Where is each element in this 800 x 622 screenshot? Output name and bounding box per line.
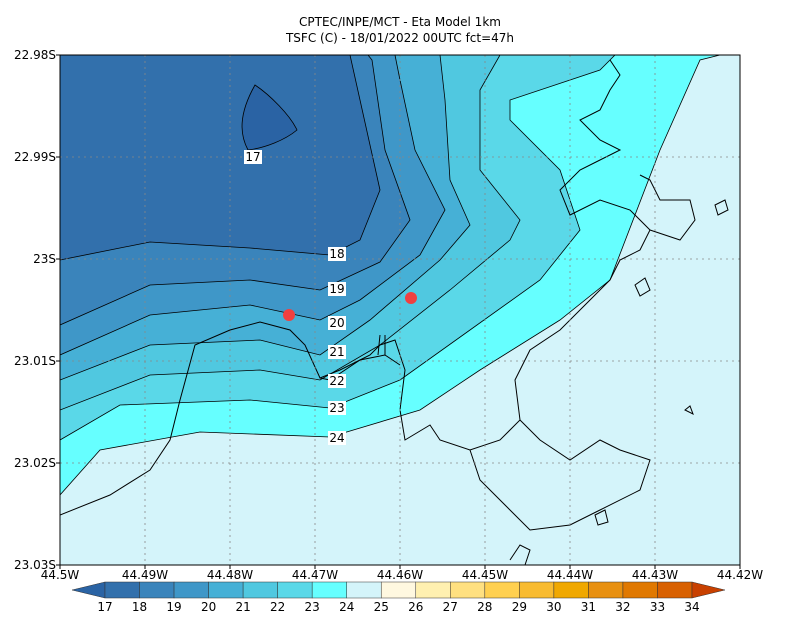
y-tick-label: 22.99S [14,150,56,164]
y-tick-label: 23.01S [14,354,56,368]
colorbar-label: 32 [615,600,630,614]
colorbar-box [242,581,278,599]
colorbar-label: 17 [97,600,112,614]
colorbar-box [208,581,244,599]
colorbar-label: 23 [305,600,320,614]
colorbar-box [277,581,313,599]
colorbar-label: 19 [166,600,181,614]
colorbar-box [622,581,658,599]
y-tick-label: 22.98S [14,48,56,62]
x-tick-label: 44.42W [717,568,763,582]
colorbar-label: 33 [650,600,665,614]
y-tick-label: 23.02S [14,456,56,470]
x-tick-label: 44.48W [207,568,253,582]
colorbar-box [380,581,417,599]
contour-label: 18 [329,247,344,261]
y-tick-label: 23.03S [14,558,56,572]
colorbar-label: 29 [512,600,527,614]
y-tick-label: 23S [33,252,56,266]
contour-label: 19 [329,282,344,296]
contour-label: 21 [329,345,344,359]
fill-17 [241,84,298,151]
x-tick-label: 44.46W [377,568,423,582]
x-tick-label: 44.49W [122,568,168,582]
contour-label-box [328,247,346,261]
station-marker [405,292,417,304]
contour-label-box [328,374,346,388]
contour-label: 22 [329,374,344,388]
colorbar-label: 21 [235,600,250,614]
colorbar-label: 25 [374,600,389,614]
colorbar-label: 30 [546,600,561,614]
x-tick-label: 44.43W [632,568,678,582]
colorbar-box [450,581,486,599]
grid [60,55,740,565]
colorbar-label: 26 [408,600,423,614]
coastline [60,59,729,565]
colorbar-box [553,581,589,599]
contour-label-box [328,345,346,359]
colorbar-box [173,581,209,599]
contour-label-box [328,431,346,445]
colorbar-box [484,581,520,599]
colorbar-label: 31 [581,600,596,614]
colorbar-label: 18 [132,600,147,614]
colorbar-box [139,581,175,599]
colorbar-arrow [691,581,726,599]
subtitle: TSFC (C) - 18/01/2022 00UTC fct=47h [285,31,514,45]
colorbar-box [415,581,451,599]
colorbar-box [346,581,382,599]
station-marker [283,309,295,321]
colorbar-label: 28 [477,600,492,614]
colorbar-arrow [71,581,106,599]
colorbar-box [519,581,555,599]
contour-label: 20 [329,316,344,330]
title: CPTEC/INPE/MCT - Eta Model 1km [299,15,501,29]
colorbar-label: 20 [201,600,216,614]
contour-label: 17 [245,150,260,164]
fill-18 [60,55,380,260]
map-area [60,55,740,565]
contour-label-box [328,316,346,330]
contour-label: 24 [329,431,344,445]
contour-label-box [244,150,262,164]
contour-label-box [328,282,346,296]
x-tick-label: 44.44W [547,568,593,582]
colorbar-label: 22 [270,600,285,614]
x-tick-label: 44.5W [41,568,80,582]
x-tick-label: 44.45W [462,568,508,582]
x-tick-label: 44.47W [292,568,338,582]
colorbar-box [311,581,347,599]
colorbar-label: 27 [443,600,458,614]
colorbar-label: 24 [339,600,354,614]
contour-label-box [328,401,346,415]
colorbar-box [588,581,624,599]
colorbar-box [104,581,140,599]
colorbar-box [657,581,693,599]
contour-label: 23 [329,401,344,415]
colorbar-label: 34 [684,600,699,614]
